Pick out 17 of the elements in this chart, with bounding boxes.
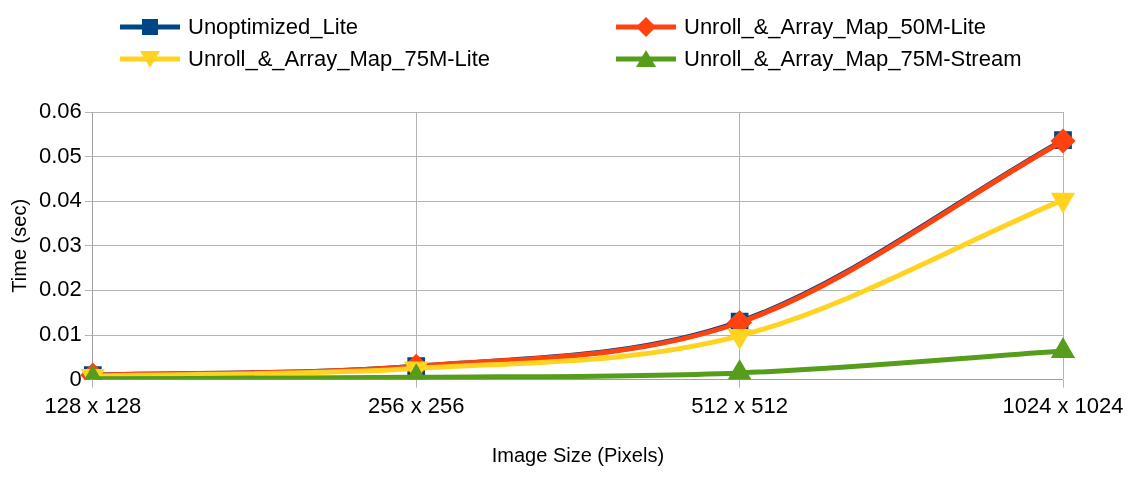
y-tick-label: 0.02 <box>38 276 82 302</box>
legend-label: Unroll_&_Array_Map_75M-Lite <box>188 46 491 72</box>
x-tick-label: 512 x 512 <box>691 392 788 418</box>
legend-label: Unoptimized_Lite <box>188 14 358 40</box>
y-tick-label: 0.05 <box>38 142 82 168</box>
x-tick-label: 1024 x 1024 <box>1002 392 1124 418</box>
y-axis-title: Time (sec) <box>7 198 30 293</box>
x-tick-label: 128 x 128 <box>44 392 142 418</box>
y-tick-label: 0 <box>69 365 82 391</box>
y-tick-label: 0.06 <box>38 98 82 124</box>
x-tick-label: 256 x 256 <box>367 392 465 418</box>
y-tick-label: 0.01 <box>38 321 82 347</box>
legend-label: Unroll_&_Array_Map_75M-Stream <box>684 46 1022 72</box>
y-tick-label: 0.04 <box>38 187 82 213</box>
legend-label: Unroll_&_Array_Map_50M-Lite <box>684 14 987 40</box>
y-tick-label: 0.03 <box>38 231 82 257</box>
x-axis-title: Image Size (Pixels) <box>491 443 665 466</box>
